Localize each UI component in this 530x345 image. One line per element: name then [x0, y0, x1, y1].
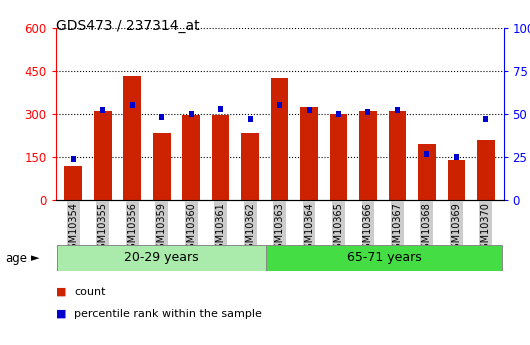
Bar	[483, 116, 488, 122]
Bar	[159, 114, 164, 120]
Bar	[266, 245, 502, 271]
Bar	[248, 116, 253, 122]
Text: ►: ►	[31, 253, 39, 263]
Text: GSM10369: GSM10369	[452, 202, 461, 255]
Bar	[218, 106, 223, 112]
Text: ■: ■	[56, 287, 66, 296]
Bar	[366, 109, 370, 115]
Bar	[212, 115, 229, 200]
Bar	[100, 107, 105, 114]
Text: GSM10364: GSM10364	[304, 202, 314, 255]
Text: GDS473 / 237314_at: GDS473 / 237314_at	[56, 19, 199, 33]
Text: count: count	[74, 287, 105, 296]
Bar	[277, 102, 282, 108]
Bar	[336, 111, 341, 117]
Bar	[425, 150, 429, 157]
Bar	[306, 107, 312, 114]
Bar	[130, 102, 135, 108]
Text: GSM10354: GSM10354	[68, 202, 78, 255]
Text: GSM10367: GSM10367	[392, 202, 402, 255]
Text: GSM10360: GSM10360	[186, 202, 196, 255]
Bar	[388, 111, 407, 200]
Bar	[271, 78, 288, 200]
Bar	[65, 166, 82, 200]
Bar	[71, 156, 76, 162]
Bar	[359, 111, 377, 200]
Bar	[189, 111, 193, 117]
Bar	[454, 154, 459, 160]
Text: 20-29 years: 20-29 years	[125, 252, 199, 264]
Text: GSM10370: GSM10370	[481, 202, 491, 255]
Bar	[182, 115, 200, 200]
Text: GSM10356: GSM10356	[127, 202, 137, 255]
Text: GSM10355: GSM10355	[98, 202, 108, 255]
Bar	[57, 245, 266, 271]
Bar	[477, 140, 494, 200]
Text: GSM10359: GSM10359	[157, 202, 167, 255]
Text: GSM10368: GSM10368	[422, 202, 432, 255]
Text: GSM10366: GSM10366	[363, 202, 373, 255]
Text: GSM10365: GSM10365	[333, 202, 343, 255]
Text: age: age	[5, 252, 28, 265]
Bar	[241, 132, 259, 200]
Bar	[153, 132, 171, 200]
Bar	[94, 111, 112, 200]
Bar	[300, 107, 318, 200]
Bar	[447, 160, 465, 200]
Text: ■: ■	[56, 309, 66, 319]
Text: 65-71 years: 65-71 years	[347, 252, 421, 264]
Bar	[395, 107, 400, 114]
Bar	[330, 114, 347, 200]
Text: percentile rank within the sample: percentile rank within the sample	[74, 309, 262, 319]
Bar	[123, 77, 141, 200]
Bar	[418, 144, 436, 200]
Text: GSM10361: GSM10361	[216, 202, 226, 255]
Text: GSM10363: GSM10363	[275, 202, 285, 255]
Text: GSM10362: GSM10362	[245, 202, 255, 255]
